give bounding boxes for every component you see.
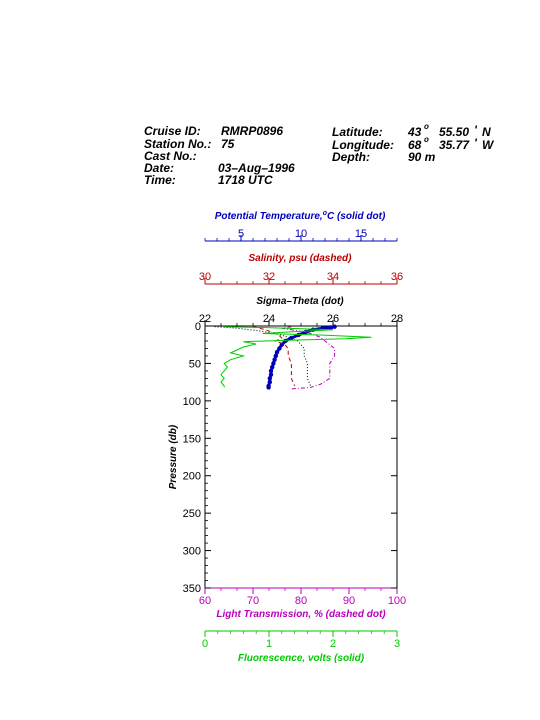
temperature-data-point bbox=[267, 379, 272, 385]
transmission-tick-label: 90 bbox=[343, 595, 355, 607]
fluorescence-tick-label: 0 bbox=[202, 638, 208, 650]
temperature-profile-line bbox=[267, 325, 335, 388]
salinity-tick-label: 36 bbox=[391, 271, 403, 283]
temperature-data-point bbox=[266, 385, 271, 390]
date-value: 03–Aug–1996 bbox=[218, 161, 295, 175]
fluorescence-profile-line bbox=[220, 326, 372, 388]
temperature-tick-label: 5 bbox=[238, 228, 244, 240]
pressure-tick-label: 100 bbox=[183, 396, 201, 408]
temperature-data-point bbox=[272, 357, 277, 362]
transmission-tick-label: 80 bbox=[295, 595, 307, 607]
latitude-label: Latitude: bbox=[332, 125, 383, 139]
fluorescence-tick-label: 3 bbox=[394, 638, 400, 650]
temperature-axis-title: Potential Temperature,oC (solid dot) bbox=[215, 210, 386, 222]
temperature-data-point bbox=[268, 372, 274, 377]
plot-frame bbox=[204, 325, 398, 589]
station-label: Station No.: bbox=[144, 137, 211, 151]
time-label: Time: bbox=[144, 173, 176, 187]
latitude-degrees: 43 bbox=[407, 125, 422, 139]
longitude-minute-mark: ' bbox=[474, 136, 478, 150]
salinity-tick-label: 32 bbox=[263, 271, 275, 283]
cast-header: Cruise ID: RMRP0896 Station No.: 75 Cast… bbox=[144, 122, 495, 187]
temperature-data-point bbox=[267, 376, 272, 381]
latitude-minutes: 55.50 bbox=[439, 125, 469, 139]
longitude-hemisphere: W bbox=[482, 138, 495, 152]
transmission-tick-label: 70 bbox=[247, 595, 259, 607]
temperature-data-point bbox=[277, 346, 282, 351]
pressure-tick-label: 300 bbox=[183, 546, 201, 558]
sigma-tick-label: 28 bbox=[391, 313, 403, 325]
temperature-data-point bbox=[332, 324, 337, 329]
temperature-data-point bbox=[273, 353, 278, 359]
salinity-tick-label: 30 bbox=[199, 271, 211, 283]
temperature-data-point bbox=[303, 329, 308, 335]
latitude-hemisphere: N bbox=[482, 125, 491, 139]
date-label: Date: bbox=[144, 161, 174, 175]
sigma-tick-label: 22 bbox=[199, 313, 211, 325]
latitude-minute-mark: ' bbox=[474, 123, 478, 137]
fluorescence-tick-label: 1 bbox=[266, 638, 272, 650]
pressure-tick-label: 200 bbox=[183, 471, 201, 483]
transmission-axis-title: Light Transmission, % (dashed dot) bbox=[216, 609, 386, 620]
time-value: 1718 UTC bbox=[218, 173, 273, 187]
sigma-tick-label: 24 bbox=[263, 313, 275, 325]
longitude-minutes: 35.77 bbox=[439, 138, 470, 152]
temperature-data-point bbox=[279, 342, 284, 347]
pressure-tick-label: 250 bbox=[183, 508, 201, 520]
cast-label: Cast No.: bbox=[144, 149, 197, 163]
longitude-degrees: 68 bbox=[408, 138, 422, 152]
depth-value: 90 m bbox=[408, 150, 436, 164]
temperature-data-point bbox=[328, 325, 334, 330]
temperature-data-point bbox=[289, 335, 294, 341]
depth-label: Depth: bbox=[332, 150, 370, 164]
temperature-data-point bbox=[274, 350, 280, 355]
sigma-axis-title: Sigma–Theta (dot) bbox=[256, 296, 344, 307]
temperature-data-point bbox=[296, 332, 301, 338]
pressure-axis-title: Pressure (db) bbox=[168, 424, 179, 489]
fluorescence-axis-title: Fluorescence, volts (solid) bbox=[238, 653, 365, 664]
series-layer bbox=[214, 324, 372, 390]
temperature-tick-label: 10 bbox=[295, 228, 307, 240]
temperature-data-point bbox=[283, 338, 288, 344]
pressure-tick-label: 150 bbox=[183, 433, 201, 445]
cruise-id-value: RMRP0896 bbox=[221, 124, 283, 138]
station-value: 75 bbox=[221, 137, 235, 151]
pressure-tick-label: 0 bbox=[195, 321, 201, 333]
cruise-id-label: Cruise ID: bbox=[144, 124, 201, 138]
temperature-data-point bbox=[270, 364, 275, 370]
sigma-profile-line bbox=[214, 326, 312, 387]
salinity-axis-title: Salinity, psu (dashed) bbox=[249, 253, 353, 264]
latitude-degree-mark: o bbox=[424, 122, 429, 131]
temperature-data-point bbox=[268, 368, 274, 374]
salinity-tick-label: 34 bbox=[327, 271, 339, 283]
longitude-degree-mark: o bbox=[424, 135, 429, 144]
temperature-data-point bbox=[271, 361, 276, 366]
temperature-tick-label: 15 bbox=[355, 228, 367, 240]
transmission-tick-label: 60 bbox=[199, 595, 211, 607]
fluorescence-tick-label: 2 bbox=[330, 638, 336, 650]
transmission-tick-label: 100 bbox=[388, 595, 406, 607]
sigma-tick-label: 26 bbox=[327, 313, 339, 325]
longitude-label: Longitude: bbox=[332, 138, 394, 152]
pressure-tick-label: 50 bbox=[189, 358, 201, 370]
pressure-tick-label: 350 bbox=[183, 583, 201, 595]
